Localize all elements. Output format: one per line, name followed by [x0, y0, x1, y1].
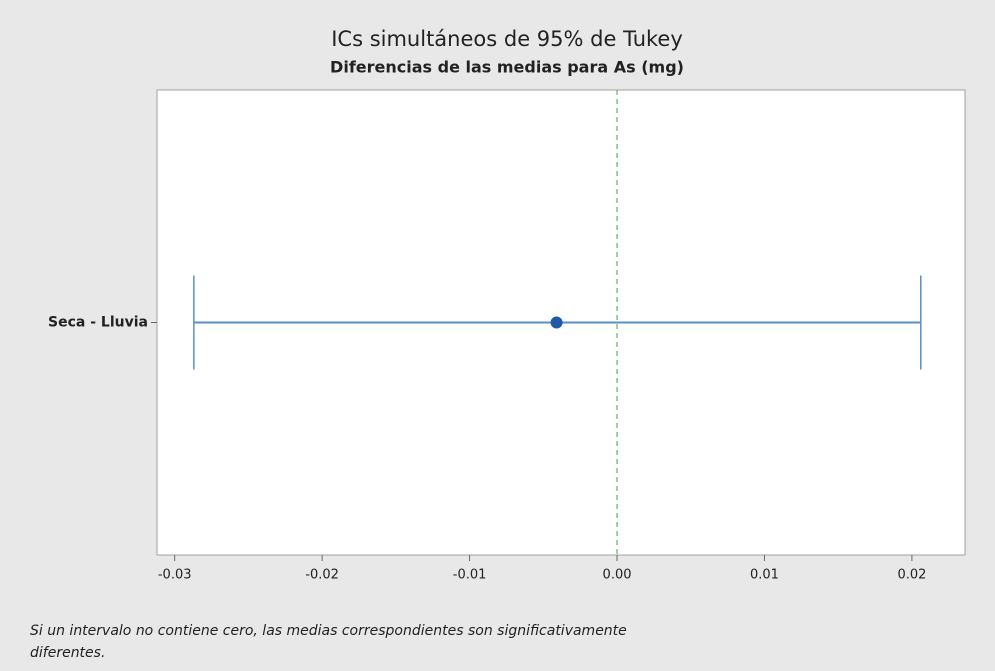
x-tick-label: -0.02 [305, 568, 339, 583]
x-tick-label: -0.03 [158, 568, 192, 583]
estimate-point [550, 316, 563, 329]
x-tick-label: -0.01 [453, 568, 487, 583]
footnote: Si un intervalo no contiene cero, las me… [30, 623, 627, 661]
x-tick-label: 0.01 [750, 568, 779, 583]
y-tick-label: Seca - Lluvia [48, 315, 148, 331]
chart-subtitle: Diferencias de las medias para As (mg) [330, 58, 684, 77]
x-tick-label: 0.00 [603, 568, 632, 583]
x-tick-label: 0.02 [897, 568, 926, 583]
chart-title: ICs simultáneos de 95% de Tukey [331, 27, 683, 51]
